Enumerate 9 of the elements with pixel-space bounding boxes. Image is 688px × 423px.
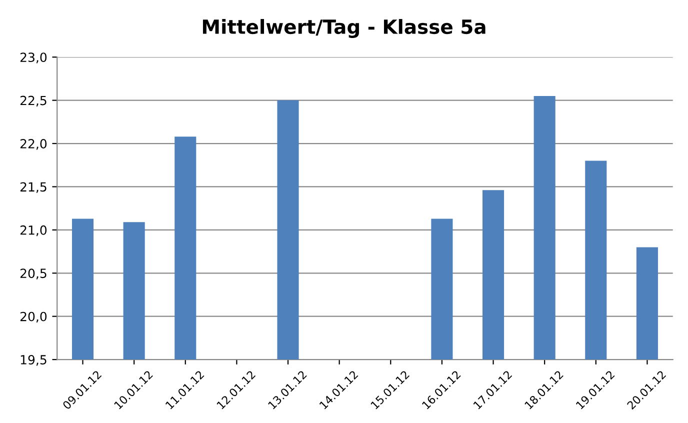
y-tick-label: 19,5 — [20, 355, 46, 366]
chart-title: Mittelwert/Tag - Klasse 5a — [202, 19, 486, 38]
y-tick-label: 22,5 — [20, 96, 46, 107]
y-tick-label: 23,0 — [20, 52, 47, 64]
y-tick-label: 20,5 — [20, 268, 46, 280]
y-tick-label: 20,0 — [20, 312, 47, 323]
y-tick-label: 22,0 — [20, 138, 47, 150]
y-tick-label: 21,0 — [20, 225, 47, 236]
y-tick-label: 21,5 — [20, 182, 46, 193]
